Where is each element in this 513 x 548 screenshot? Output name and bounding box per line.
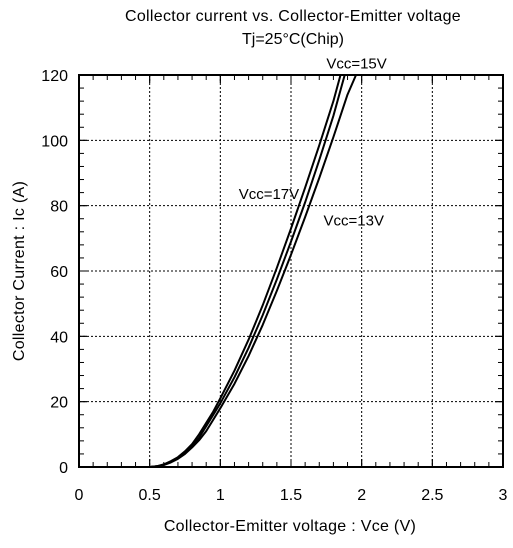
annotation-label: Vcc=15V — [326, 55, 386, 72]
annotation-label: Vcc=17V — [239, 186, 299, 203]
x-axis-label: Collector-Emitter voltage : Vce (V) — [164, 518, 416, 535]
y-axis-label: Collector Current : Ic (A) — [11, 181, 28, 361]
x-tick-label: 1 — [216, 487, 225, 504]
y-tick-label: 100 — [41, 133, 68, 150]
y-tick-label: 120 — [41, 68, 68, 85]
y-tick-labels: 0 20 40 60 80 100 120 — [41, 68, 68, 477]
y-tick-label: 0 — [59, 460, 68, 477]
x-tick-label: 1.5 — [280, 487, 302, 504]
annotations: Vcc=15V Vcc=17V Vcc=13V — [239, 55, 387, 229]
series-lines — [149, 74, 357, 468]
x-tick-label: 0 — [75, 487, 84, 504]
x-tick-label: 2.5 — [421, 487, 443, 504]
chart-title: Collector current vs. Collector-Emitter … — [125, 8, 461, 25]
x-tick-labels: 0 0.5 1 1.5 2 2.5 3 — [75, 487, 508, 504]
y-tick-label: 80 — [50, 199, 68, 216]
x-tick-label: 3 — [499, 487, 508, 504]
y-tick-label: 20 — [50, 395, 68, 412]
annotation-label: Vcc=13V — [324, 212, 384, 229]
plot-frame — [78, 74, 504, 468]
y-tick-label: 60 — [50, 264, 68, 281]
grid — [79, 75, 503, 467]
chart-subtitle: Tj=25°C(Chip) — [242, 31, 344, 48]
x-tick-label: 2 — [357, 487, 366, 504]
x-tick-label: 0.5 — [139, 487, 161, 504]
series-line-vcc-13v — [149, 74, 357, 468]
y-tick-label: 40 — [50, 329, 68, 346]
